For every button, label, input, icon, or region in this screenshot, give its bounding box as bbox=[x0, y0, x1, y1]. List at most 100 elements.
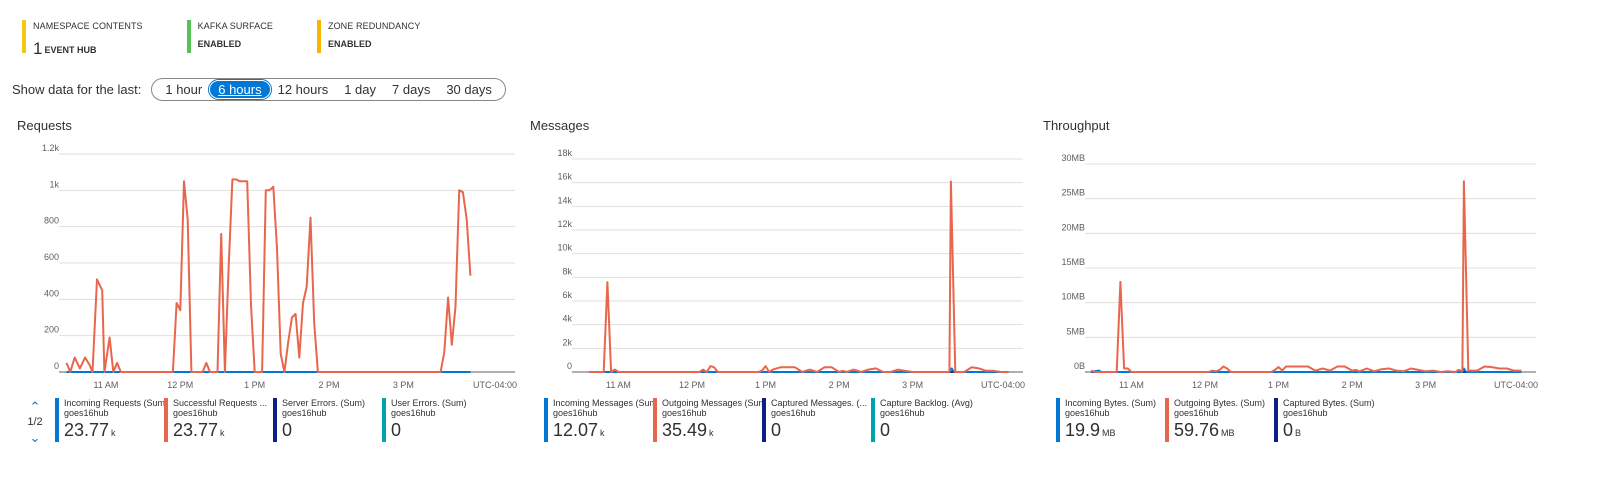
legend-number: 23.77 bbox=[173, 420, 219, 440]
chevron-down-icon[interactable]: ⌄ bbox=[29, 430, 41, 445]
legend-swatch bbox=[1165, 398, 1169, 442]
legend-item[interactable]: Capture Backlog. (Avg) goes16hub 0 bbox=[871, 398, 980, 442]
legend-resource: goes16hub bbox=[662, 408, 707, 418]
messages-legend: Incoming Messages (Sum) goes16hub 12.07 k O… bbox=[544, 398, 980, 442]
legend-number: 35.49 bbox=[662, 420, 708, 440]
legend-value: 59.76 MB bbox=[1174, 420, 1274, 441]
throughput-legend: Incoming Bytes. (Sum) goes16hub 19.9 MB Out… bbox=[1056, 398, 1383, 442]
x-tick-label: 12 PM bbox=[1192, 380, 1218, 390]
legend-value: 0 bbox=[771, 420, 871, 441]
messages-chart[interactable]: Messages 0 2k 4k 6k 8k 10k 12k 14k 16k 18k 11 AM 12… bbox=[530, 118, 1030, 390]
messages-chart-plot: 0 2k 4k 6k 8k 10k 12k 14k 16k 18k 11 AM 12 PM 1 PM 2 … bbox=[557, 148, 1025, 390]
x-tick-label: 12 PM bbox=[679, 380, 705, 390]
legend-item[interactable]: Incoming Requests (Sum) goes16hub 23.77 k bbox=[55, 398, 164, 442]
series-line bbox=[1090, 367, 1522, 373]
throughput-chart-plot: 0B 5MB 10MB 15MB 20MB 25MB 30MB 11 AM 12 PM 1 PM 2… bbox=[1061, 153, 1538, 390]
y-tick-label: 25MB bbox=[1061, 188, 1085, 198]
legend-resource: goes16hub bbox=[64, 408, 109, 418]
legend-swatch bbox=[871, 398, 875, 442]
x-tick-label: 12 PM bbox=[167, 380, 193, 390]
legend-swatch bbox=[382, 398, 386, 442]
legend-value: 0 bbox=[282, 420, 382, 441]
series-line bbox=[65, 178, 472, 373]
legend-number: 0 bbox=[880, 420, 891, 440]
requests-legend: Incoming Requests (Sum) goes16hub 23.77 k S… bbox=[55, 398, 491, 442]
legend-number: 0 bbox=[1283, 420, 1294, 440]
legend-swatch bbox=[55, 398, 59, 442]
time-range-options: 1 hour 6 hours 12 hours 1 day 7 days 30 … bbox=[151, 78, 506, 101]
x-tick-label: 1 PM bbox=[1268, 380, 1289, 390]
x-tick-label: 3 PM bbox=[393, 380, 414, 390]
y-tick-label: 2k bbox=[562, 337, 572, 347]
y-tick-label: 14k bbox=[557, 195, 572, 205]
legend-metric-name: Incoming Messages (Sum) bbox=[553, 398, 653, 408]
summary-color-bar bbox=[186, 20, 191, 53]
legend-metric-name: Incoming Requests (Sum) bbox=[64, 398, 164, 408]
legend-item[interactable]: Incoming Messages (Sum) goes16hub 12.07 k bbox=[544, 398, 653, 442]
time-option-12-hours[interactable]: 12 hours bbox=[277, 82, 329, 97]
legend-item[interactable]: Incoming Bytes. (Sum) goes16hub 19.9 MB bbox=[1056, 398, 1165, 442]
timezone-label: UTC-04:00 bbox=[473, 380, 517, 390]
legend-unit: k bbox=[709, 428, 714, 438]
y-tick-label: 600 bbox=[44, 252, 59, 262]
legend-value: 23.77 k bbox=[64, 420, 164, 441]
chart-title: Requests bbox=[17, 118, 72, 133]
requests-chart[interactable]: Requests 0 200 400 600 800 1k 1.2k 11 AM 12 PM 1 … bbox=[17, 118, 517, 390]
legend-item[interactable]: User Errors. (Sum) goes16hub 0 bbox=[382, 398, 491, 442]
series-line bbox=[589, 367, 1009, 373]
legend-unit: k bbox=[600, 428, 605, 438]
timezone-label: UTC-04:00 bbox=[981, 380, 1025, 390]
y-tick-label: 0 bbox=[54, 361, 59, 371]
y-tick-label: 10k bbox=[557, 243, 572, 253]
summary-label: ZONE REDUNDANCY bbox=[327, 21, 421, 31]
summary-label: KAFKA SURFACE bbox=[197, 21, 273, 31]
y-tick-label: 10MB bbox=[1061, 292, 1085, 302]
y-tick-label: 0B bbox=[1074, 361, 1085, 371]
legend-item[interactable]: Server Errors. (Sum) goes16hub 0 bbox=[273, 398, 382, 442]
summary-value: ENABLED bbox=[327, 39, 372, 49]
time-option-30-days[interactable]: 30 days bbox=[446, 82, 492, 97]
series-line bbox=[589, 180, 1009, 373]
x-tick-label: 2 PM bbox=[1342, 380, 1363, 390]
legend-number: 19.9 bbox=[1065, 420, 1101, 440]
summary-value-text: EVENT HUB bbox=[44, 45, 97, 55]
timezone-label: UTC-04:00 bbox=[1494, 380, 1538, 390]
x-tick-label: 2 PM bbox=[829, 380, 850, 390]
legend-metric-name: Server Errors. (Sum) bbox=[282, 398, 366, 408]
y-tick-label: 20MB bbox=[1061, 222, 1085, 232]
legend-item[interactable]: Outgoing Messages (Sum) goes16hub 35.49 k bbox=[653, 398, 762, 442]
summary-card-kafka-surface: KAFKA SURFACE ENABLED bbox=[186, 20, 273, 53]
legend-item[interactable]: Successful Requests ... goes16hub 23.77 k bbox=[164, 398, 273, 442]
summary-label: NAMESPACE CONTENTS bbox=[33, 21, 143, 31]
legend-unit: MB bbox=[1221, 428, 1235, 438]
x-tick-label: 2 PM bbox=[319, 380, 340, 390]
time-option-1-day[interactable]: 1 day bbox=[344, 82, 377, 97]
legend-value: 0 bbox=[880, 420, 980, 441]
legend-resource: goes16hub bbox=[1283, 408, 1328, 418]
throughput-chart[interactable]: Throughput 0B 5MB 10MB 15MB 20MB 25MB 30MB 11 A… bbox=[1043, 118, 1543, 390]
legend-item[interactable]: Captured Messages. (... goes16hub 0 bbox=[762, 398, 871, 442]
y-tick-label: 16k bbox=[557, 172, 572, 182]
y-tick-label: 0 bbox=[567, 361, 572, 371]
legend-number: 0 bbox=[282, 420, 293, 440]
time-option-6-hours[interactable]: 6 hours bbox=[208, 79, 272, 100]
x-tick-label: 11 AM bbox=[606, 380, 631, 390]
time-option-1-hour[interactable]: 1 hour bbox=[165, 82, 203, 97]
x-tick-label: 1 PM bbox=[755, 380, 776, 390]
legend-item[interactable]: Captured Bytes. (Sum) goes16hub 0 B bbox=[1274, 398, 1383, 442]
summary-value: ENABLED bbox=[197, 39, 242, 49]
legend-item[interactable]: Outgoing Bytes. (Sum) goes16hub 59.76 MB bbox=[1165, 398, 1274, 442]
summary-color-bar bbox=[22, 20, 26, 53]
legend-value: 35.49 k bbox=[662, 420, 762, 441]
y-tick-label: 5MB bbox=[1066, 326, 1085, 336]
legend-metric-name: Outgoing Bytes. (Sum) bbox=[1174, 398, 1266, 408]
chevron-up-icon[interactable]: ⌃ bbox=[29, 399, 41, 414]
legend-value: 23.77 k bbox=[173, 420, 273, 441]
legend-number: 0 bbox=[391, 420, 402, 440]
legend-metric-name: Successful Requests ... bbox=[173, 398, 268, 408]
legend-resource: goes16hub bbox=[1065, 408, 1110, 418]
time-option-7-days[interactable]: 7 days bbox=[392, 82, 431, 97]
legend-unit: B bbox=[1295, 428, 1302, 438]
legend-metric-name: Captured Messages. (... bbox=[771, 398, 868, 408]
